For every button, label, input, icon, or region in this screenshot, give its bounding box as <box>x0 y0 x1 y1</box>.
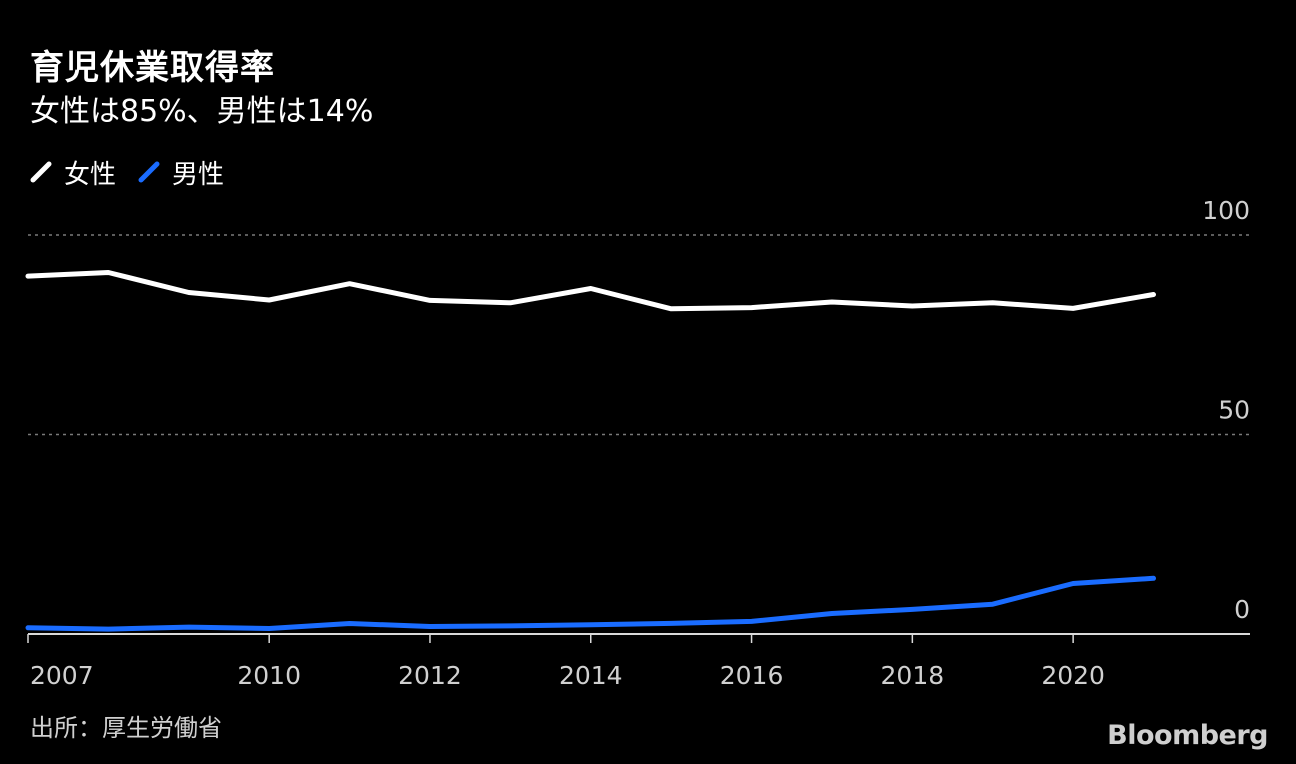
source-note: 出所：厚生労働省 <box>30 714 222 742</box>
series-line-female <box>25 270 1156 312</box>
legend-item-female: 女性 <box>30 154 116 191</box>
x-tick-label-2018: 2018 <box>881 661 945 690</box>
legend-swatch-female-icon <box>30 161 52 183</box>
legend: 女性 男性 <box>30 154 246 190</box>
legend-swatch-male-icon <box>138 161 160 183</box>
bloomberg-logo: Bloomberg <box>1107 720 1268 751</box>
y-tick-label-50: 50 <box>1218 396 1250 425</box>
legend-label-male: 男性 <box>172 159 225 190</box>
chart-title: 育児休業取得率 <box>30 48 275 88</box>
x-tick-label-2012: 2012 <box>398 661 462 690</box>
y-tick-label-100: 100 <box>1202 196 1250 225</box>
x-tick-label-2016: 2016 <box>720 661 784 690</box>
series-line-male <box>25 575 1156 632</box>
legend-item-male: 男性 <box>138 154 224 191</box>
chart-subtitle: 女性は85%、男性は14% <box>30 94 374 129</box>
legend-label-female: 女性 <box>64 159 117 190</box>
x-tick-label-2020: 2020 <box>1041 661 1105 690</box>
x-tick-label-2007: 2007 <box>30 661 94 690</box>
x-tick-label-2014: 2014 <box>559 661 623 690</box>
y-tick-label-0: 0 <box>1234 595 1250 624</box>
x-tick-label-2010: 2010 <box>237 661 301 690</box>
